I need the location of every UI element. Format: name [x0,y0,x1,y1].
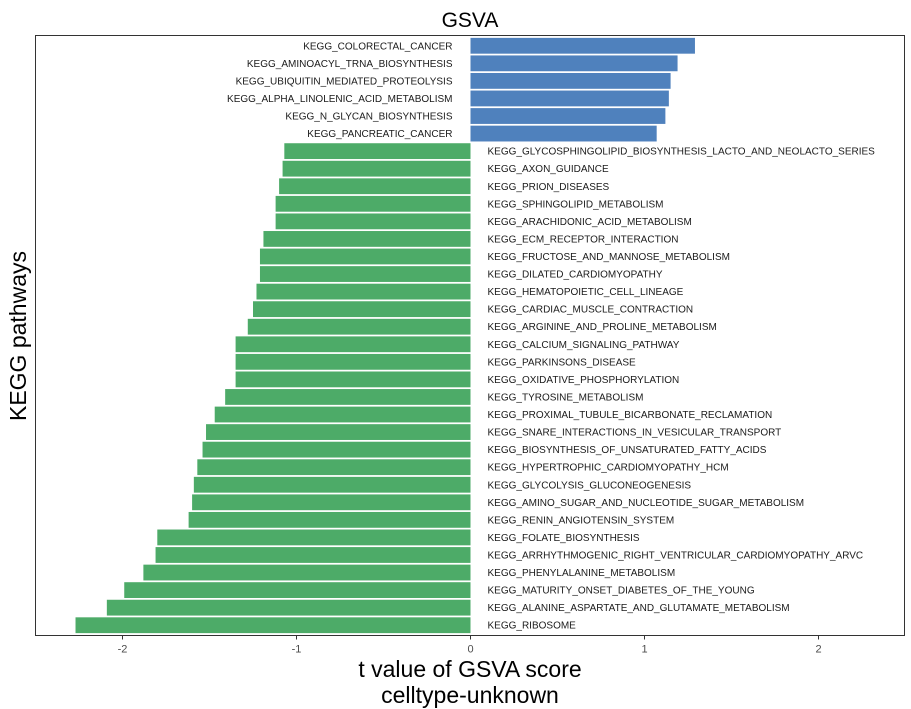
bar [247,318,471,335]
bar-label: KEGG_PHENYLALANINE_METABOLISM [488,568,676,579]
bar [259,248,471,265]
bar-label: KEGG_ARRHYTHMOGENIC_RIGHT_VENTRICULAR_CA… [488,550,864,561]
bar [202,441,471,458]
bar-label: KEGG_AMINO_SUGAR_AND_NUCLEOTIDE_SUGAR_ME… [488,498,805,509]
bar-label: KEGG_HEMATOPOIETIC_CELL_LINEAGE [488,287,684,298]
bar-label: KEGG_PANCREATIC_CANCER [307,129,452,140]
x-tick-label: -2 [118,644,128,656]
bar [275,213,471,230]
bar [225,389,471,405]
bar-label: KEGG_DILATED_CARDIOMYOPATHY [488,270,663,281]
bar-label: KEGG_FOLATE_BIOSYNTHESIS [488,533,640,544]
bar [197,459,471,476]
bar-label: KEGG_RIBOSOME [488,621,577,632]
x-tick-label: 2 [815,644,821,656]
bar [155,547,471,563]
bar [279,178,471,195]
x-tick-label: 0 [467,644,473,656]
bar [275,195,471,212]
x-axis: -2 -1 0 1 2 [118,635,822,656]
bar-label: KEGG_CALCIUM_SIGNALING_PATHWAY [488,340,680,351]
bar-label: KEGG_PARKINSONS_DISEASE [488,357,637,368]
bar [256,283,471,300]
bar [192,494,471,511]
bar-label: KEGG_ARGININE_AND_PROLINE_METABOLISM [488,322,717,333]
bar-label: KEGG_BIOSYNTHESIS_OF_UNSATURATED_FATTY_A… [488,445,767,456]
bars-group [75,37,695,634]
bar [470,108,666,124]
y-axis-title: KEGG pathways [5,251,31,421]
bar-label: KEGG_ALANINE_ASPARTATE_AND_GLUTAMATE_MET… [488,603,790,614]
bar [470,90,669,107]
bar [470,37,695,54]
bar-label: KEGG_ARACHIDONIC_ACID_METABOLISM [488,217,692,228]
x-tick-label: -1 [292,644,302,656]
bar-label: KEGG_ECM_RECEPTOR_INTERACTION [488,234,679,245]
bar-label: KEGG_SPHINGOLIPID_METABOLISM [488,199,664,210]
bar [253,301,471,318]
bar-label: KEGG_HYPERTROPHIC_CARDIOMYOPATHY_HCM [488,463,729,474]
bar [193,476,471,493]
x-axis-title-line2: celltype-unknown [381,682,559,708]
bar-label: KEGG_AMINOACYL_TRNA_BIOSYNTHESIS [247,59,453,70]
bar-label: KEGG_CARDIAC_MUSCLE_CONTRACTION [488,305,694,316]
x-axis-title-line1: t value of GSVA score [358,656,581,682]
chart-title: GSVA [442,9,499,32]
bar [143,564,471,581]
bar-label: KEGG_RENIN_ANGIOTENSIN_SYSTEM [488,515,675,526]
bar-label: KEGG_ALPHA_LINOLENIC_ACID_METABOLISM [227,94,452,105]
bar [188,511,471,528]
bar [470,55,678,72]
bar-label: KEGG_OXIDATIVE_PHOSPHORYLATION [488,375,680,386]
bar [124,582,471,599]
bar [263,231,471,247]
bar-label: KEGG_GLYCOLYSIS_GLUCONEOGENESIS [488,480,692,491]
bar [259,266,471,282]
bar-labels-group: KEGG_COLORECTAL_CANCER KEGG_AMINOACYL_TRN… [227,41,875,631]
bar [206,424,471,440]
bar-label: KEGG_PRION_DISEASES [488,182,610,193]
bar [470,125,657,142]
bar-label: KEGG_COLORECTAL_CANCER [303,41,452,52]
bar-label: KEGG_TYROSINE_METABOLISM [488,392,644,403]
bar [282,160,471,177]
bar-label: KEGG_FRUCTOSE_AND_MANNOSE_METABOLISM [488,252,730,263]
bar-label: KEGG_AXON_GUIDANCE [488,164,609,175]
bar [235,353,471,370]
bar [235,336,471,353]
bar [75,617,471,634]
bar-label: KEGG_PROXIMAL_TUBULE_BICARBONATE_RECLAMA… [488,410,773,421]
bar [157,529,471,546]
bar [106,599,471,616]
bar-label: KEGG_N_GLYCAN_BIOSYNTHESIS [285,112,452,123]
bar-label: KEGG_SNARE_INTERACTIONS_IN_VESICULAR_TRA… [488,428,782,439]
x-tick-label: 1 [641,644,647,656]
bar [235,371,471,388]
plot-panel-border [35,35,905,636]
bar-label: KEGG_UBIQUITIN_MEDIATED_PROTEOLYSIS [236,76,453,87]
bar [284,143,471,160]
bar-label: KEGG_GLYCOSPHINGOLIPID_BIOSYNTHESIS_LACT… [488,147,876,158]
bar [214,406,471,423]
bar-label: KEGG_MATURITY_ONSET_DIABETES_OF_THE_YOUN… [488,586,755,597]
bar [470,72,671,89]
